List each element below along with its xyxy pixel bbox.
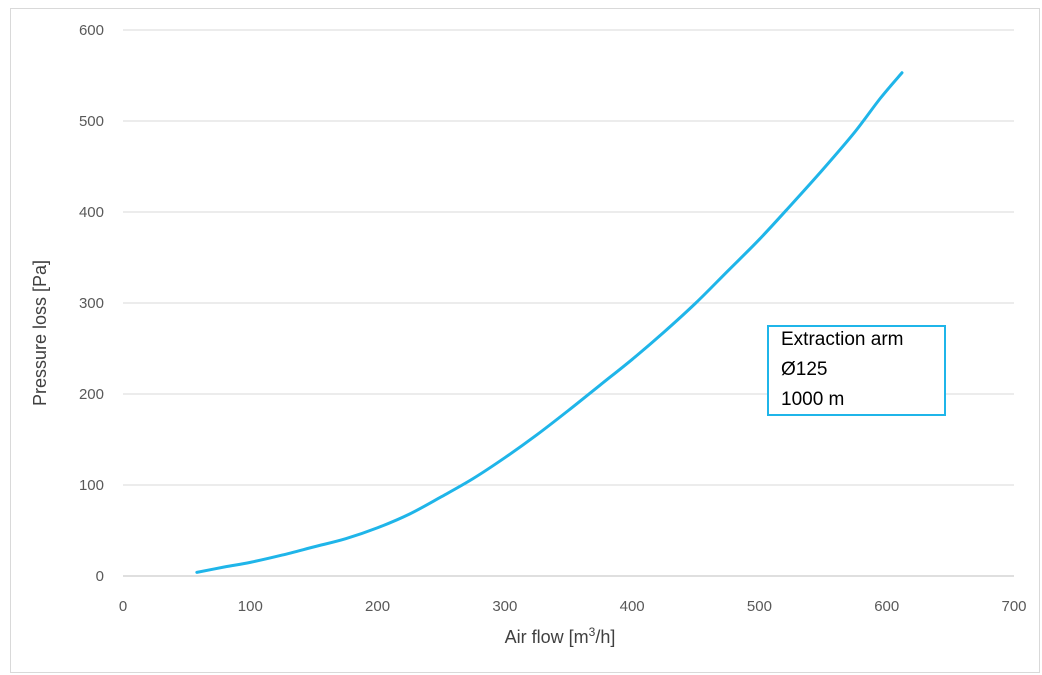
annotation-line-1: Extraction arm — [781, 329, 903, 350]
x-tick-label: 600 — [874, 598, 899, 615]
x-tick-labels: 0 100 200 300 400 500 600 700 — [119, 598, 1027, 615]
x-tick-label: 400 — [620, 598, 645, 615]
y-tick-label: 200 — [79, 386, 104, 403]
x-tick-label: 100 — [238, 598, 263, 615]
x-tick-label: 200 — [365, 598, 390, 615]
annotation-box: Extraction arm Ø125 1000 m — [767, 325, 946, 416]
y-tick-label: 100 — [79, 477, 104, 494]
y-tick-label: 400 — [79, 204, 104, 221]
annotation-line-2: Ø125 — [781, 359, 827, 380]
x-axis-title-sup: 3 — [589, 625, 596, 639]
x-tick-label: 500 — [747, 598, 772, 615]
annotation-line-3: 1000 m — [781, 389, 844, 410]
y-tick-labels: 0 100 200 300 400 500 600 — [79, 22, 104, 585]
x-tick-label: 300 — [492, 598, 517, 615]
series-line — [195, 71, 904, 574]
x-axis-title-post: /h] — [595, 627, 615, 647]
y-tick-label: 0 — [96, 568, 104, 585]
y-tick-label: 500 — [79, 113, 104, 130]
x-tick-label: 700 — [1001, 598, 1026, 615]
y-tick-label: 600 — [79, 22, 104, 39]
annotation-border — [767, 325, 946, 416]
y-tick-label: 300 — [79, 295, 104, 312]
x-axis-title: Air flow [m3/h] — [505, 625, 616, 647]
y-axis-title: Pressure loss [Pa] — [30, 260, 50, 406]
x-tick-label: 0 — [119, 598, 127, 615]
x-axis-title-pre: Air flow [m — [505, 627, 589, 647]
